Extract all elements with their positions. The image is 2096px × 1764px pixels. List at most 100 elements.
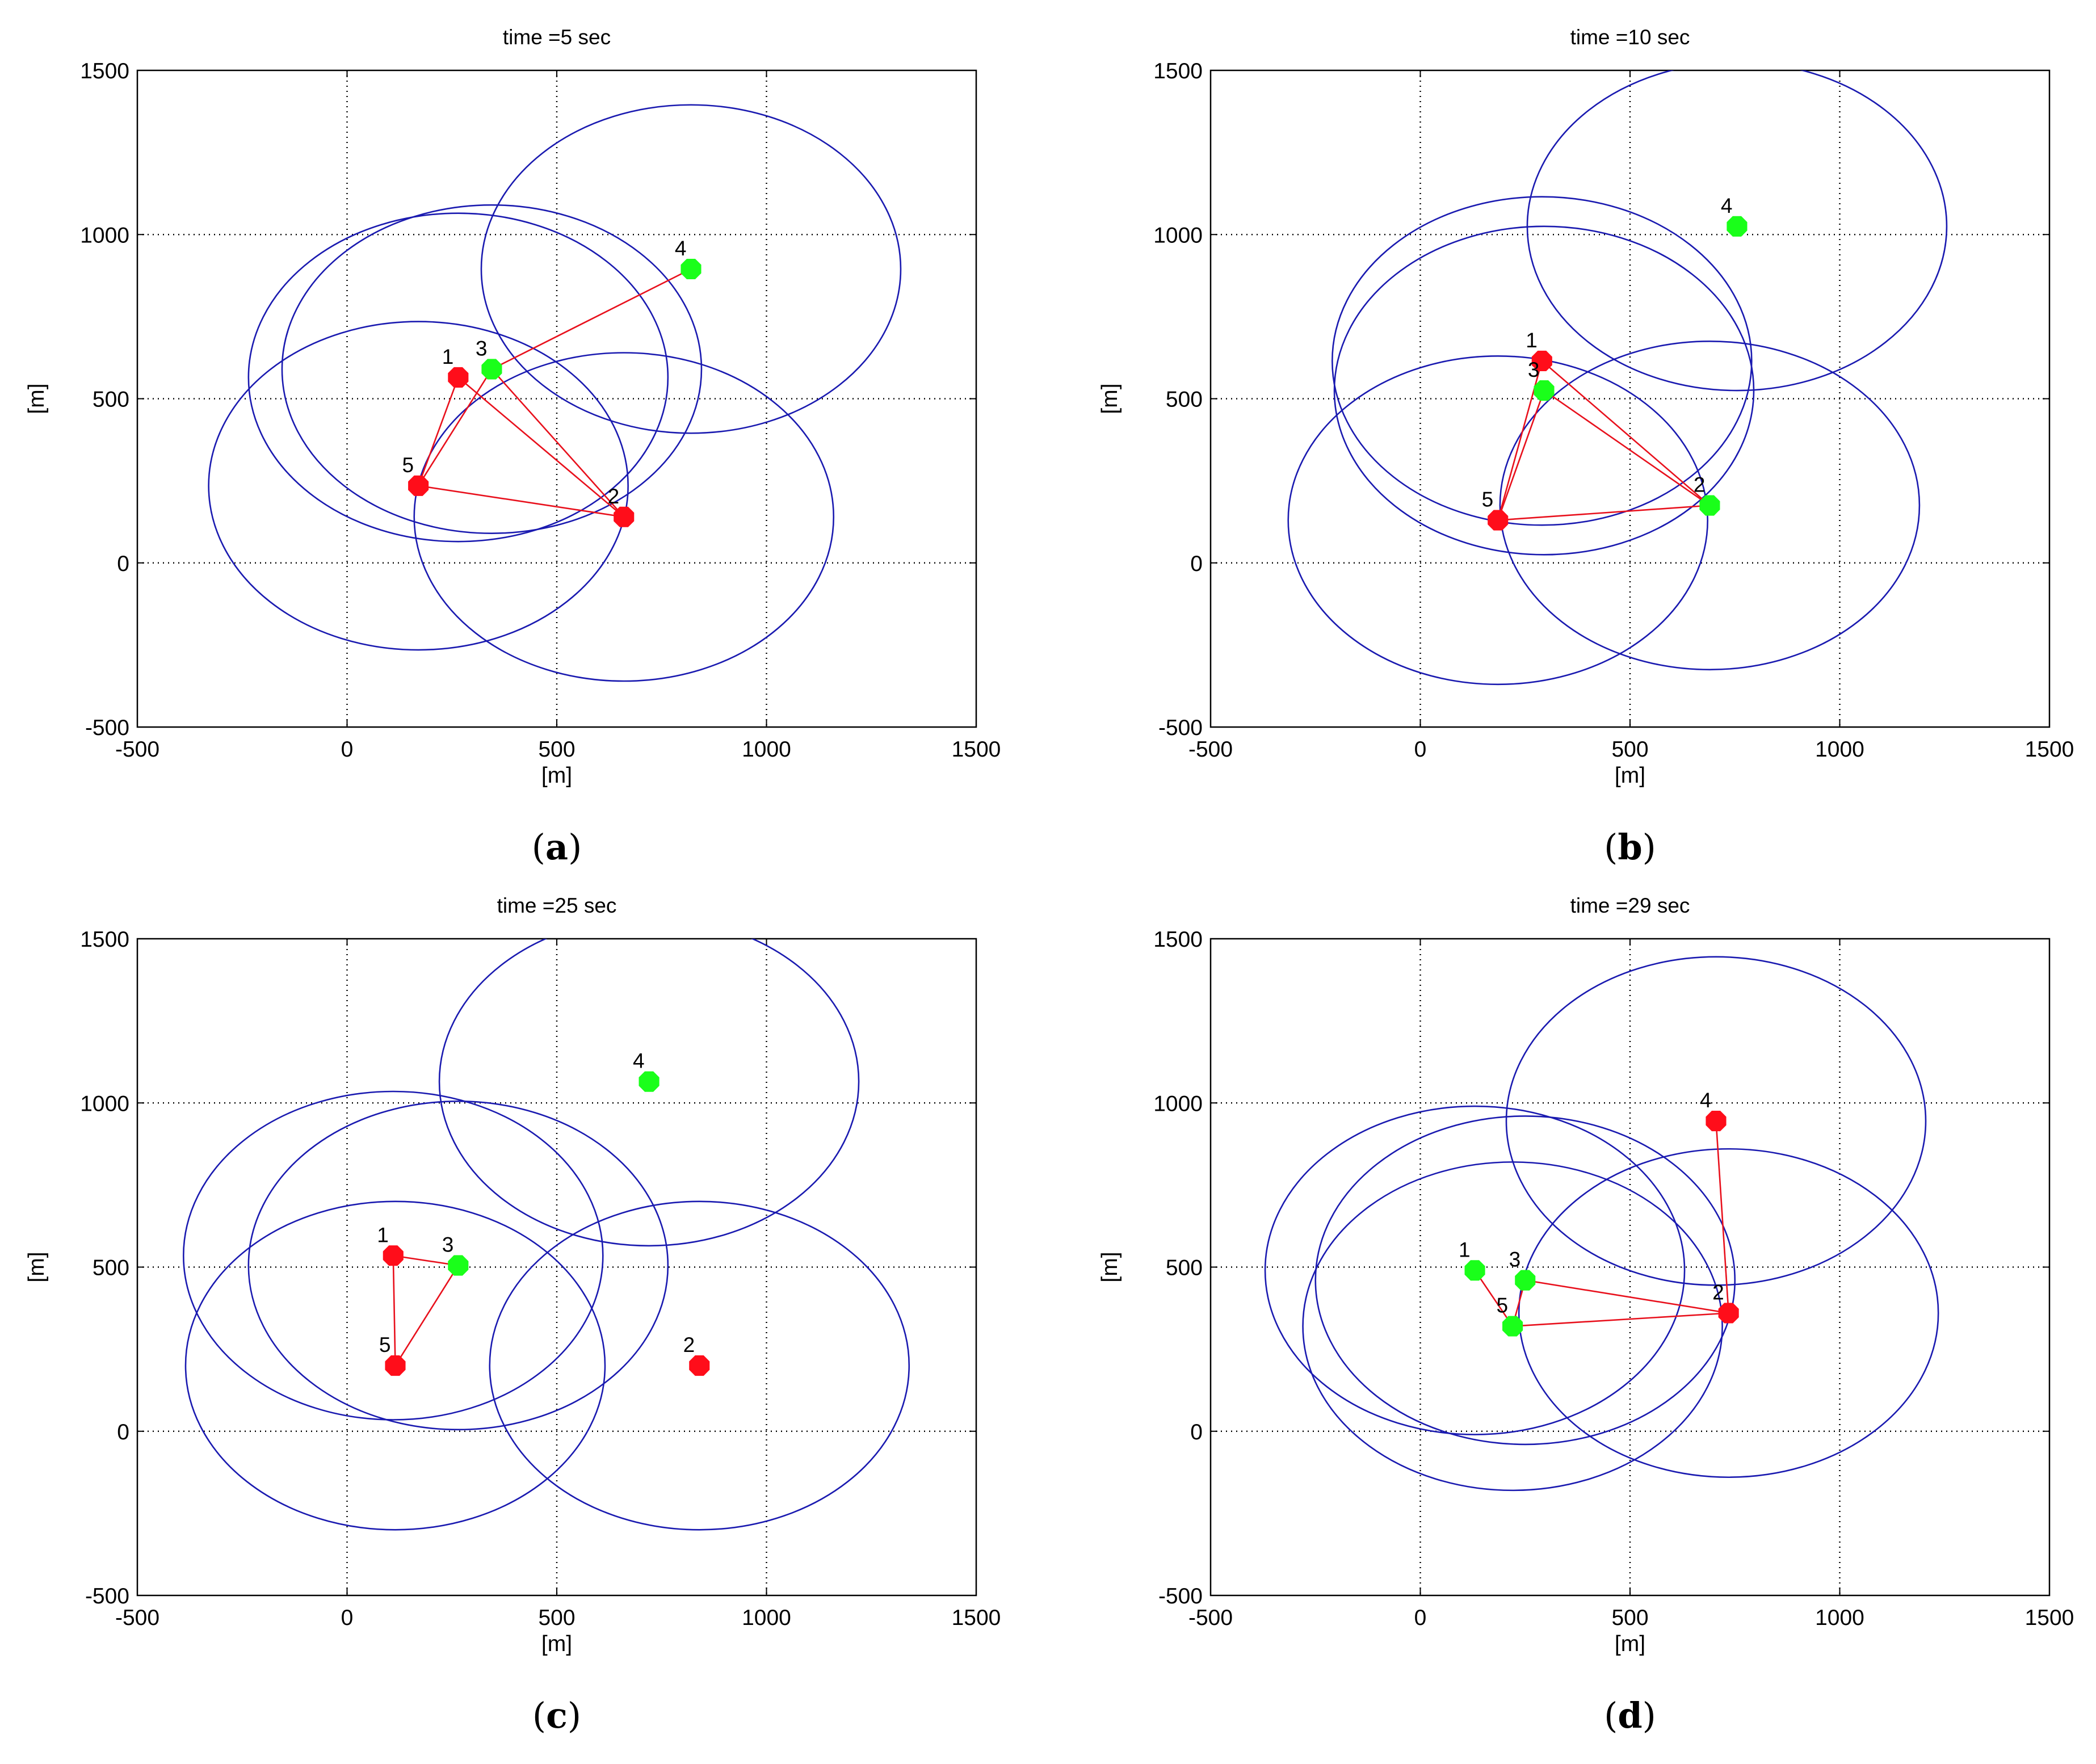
x-tick-label: -500 [1188, 737, 1233, 762]
range-circle [1264, 1105, 1686, 1435]
node-marker [1488, 510, 1509, 531]
node-marker [1718, 1303, 1739, 1324]
y-tick-label: 1000 [80, 1091, 129, 1116]
node-marker [1727, 216, 1748, 237]
node-label: 3 [1509, 1248, 1521, 1271]
range-circle [1499, 340, 1921, 671]
y-tick-label: 0 [1190, 552, 1203, 576]
y-tick-label: 1500 [1153, 59, 1203, 83]
caption-paren-open: ( [1604, 826, 1618, 868]
range-circle [1518, 1148, 1939, 1479]
link-line [1474, 1270, 1514, 1327]
x-tick-label: 1500 [2025, 1606, 2074, 1630]
y-tick-label: 0 [1190, 1420, 1203, 1444]
node-marker [1531, 350, 1552, 372]
caption-letter: a [545, 826, 568, 868]
node-label: 3 [476, 337, 488, 360]
caption-paren-close: ) [1643, 826, 1656, 868]
x-axis-label: [m] [541, 1632, 572, 1656]
plot-content [1264, 956, 1939, 1492]
range-circle [281, 204, 703, 534]
panel-caption: (a) [532, 826, 582, 868]
caption-paren-open: ( [532, 1695, 546, 1736]
range-circle [1287, 355, 1709, 686]
x-tick-label: 1500 [2025, 737, 2074, 762]
y-axis-label: [m] [24, 383, 49, 414]
node-label: 5 [402, 453, 414, 477]
link-line [394, 1265, 459, 1366]
y-axis-label: [m] [1098, 1251, 1122, 1282]
node-marker [448, 367, 469, 388]
x-tick-label: -500 [115, 737, 159, 762]
y-tick-label: 0 [117, 552, 129, 576]
node-label: 4 [1721, 194, 1733, 217]
node-marker [1534, 380, 1555, 401]
x-tick-label: 0 [341, 737, 354, 762]
x-tick-label: 500 [1611, 737, 1648, 762]
caption-paren-close: ) [568, 1695, 581, 1736]
range-circle [1526, 70, 1948, 392]
plot-content [1287, 70, 1948, 686]
link-line [1715, 1120, 1729, 1313]
panel-caption: (c) [532, 1695, 581, 1736]
link-line [457, 376, 625, 518]
node-marker [383, 1245, 404, 1266]
caption-letter: b [1618, 826, 1642, 868]
y-tick-label: 1500 [1153, 927, 1203, 952]
y-tick-label: 1500 [80, 927, 129, 952]
chart-panel-c: -500 0 500 1000 1500 -500 0 500 1000 1500 [m] [m] ti… [24, 894, 1001, 1736]
link-line [1498, 505, 1710, 521]
node-marker [681, 258, 702, 280]
link-line [1513, 1312, 1729, 1327]
node-marker [1502, 1316, 1523, 1337]
x-tick-label: 0 [341, 1606, 354, 1630]
range-circle [489, 1200, 910, 1531]
node-marker [385, 1355, 406, 1376]
y-tick-label: 500 [93, 388, 129, 412]
panel-caption: (b) [1604, 826, 1656, 868]
x-tick-label: 500 [1611, 1606, 1648, 1630]
range-circle [1314, 1115, 1736, 1446]
node-marker [1706, 1111, 1727, 1132]
link-line [491, 368, 625, 518]
node-label: 4 [675, 237, 687, 260]
range-circle [208, 321, 629, 651]
y-tick-label: 1000 [1153, 1091, 1203, 1116]
link-line [1541, 360, 1711, 506]
x-tick-label: -500 [1188, 1606, 1233, 1630]
node-label: 5 [379, 1333, 391, 1356]
chart-panel-a: -500 0 500 1000 1500 -500 0 500 1000 1500 [m] [m] ti… [24, 26, 1001, 868]
link-line [491, 268, 692, 370]
node-label: 5 [1497, 1294, 1509, 1317]
y-axis-label: [m] [24, 1251, 49, 1282]
range-circle [247, 212, 669, 543]
node-label: 1 [377, 1223, 389, 1246]
caption-letter: d [1618, 1695, 1642, 1736]
link-line [1497, 390, 1545, 520]
plot-content [208, 104, 902, 682]
node-label: 2 [1712, 1280, 1724, 1304]
range-circle [184, 1200, 606, 1531]
node-marker [408, 475, 429, 496]
range-circle [480, 104, 902, 434]
range-circle [438, 939, 860, 1247]
link-line [1525, 1279, 1729, 1314]
x-axis-label: [m] [1615, 1632, 1645, 1656]
panel-caption: (d) [1604, 1695, 1656, 1736]
link-line [392, 1255, 396, 1366]
node-label: 2 [608, 485, 620, 508]
y-tick-label: 500 [1166, 388, 1203, 412]
node-marker [448, 1255, 469, 1276]
y-tick-label: -500 [85, 716, 129, 740]
y-tick-label: -500 [85, 1584, 129, 1608]
x-tick-label: 500 [538, 737, 575, 762]
x-tick-label: 1000 [742, 1606, 791, 1630]
link-line [417, 377, 459, 486]
chart-title: time =10 sec [1570, 26, 1690, 49]
range-circle [182, 1090, 604, 1421]
caption-letter: c [546, 1695, 568, 1736]
node-marker [639, 1071, 660, 1092]
node-label: 3 [442, 1233, 454, 1257]
plot-content [182, 939, 910, 1531]
